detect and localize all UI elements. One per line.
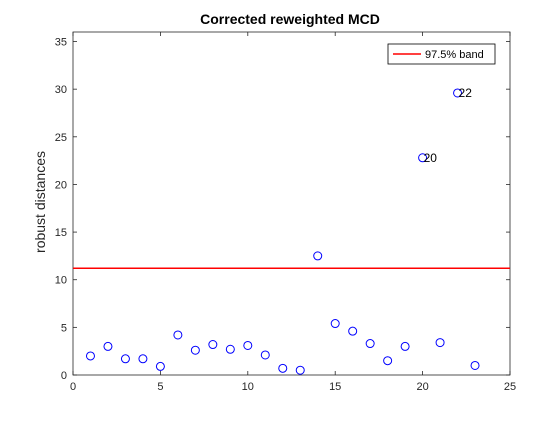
y-axis-title: robust distances	[32, 151, 48, 253]
y-tick-label: 0	[61, 370, 67, 382]
plot-area: 0 5 10 15 20 25 0 5 10 15 20 25 30 35 20 22	[55, 31, 516, 393]
data-point	[243, 340, 253, 350]
data-point	[295, 365, 305, 375]
data-point	[330, 319, 340, 329]
y-tick-label: 35	[55, 37, 67, 49]
y-tick-label: 30	[55, 84, 67, 96]
y-tick-label: 15	[55, 227, 67, 239]
point-annotation: 22	[459, 86, 473, 100]
data-point	[208, 340, 218, 350]
x-tick-label: 15	[329, 381, 341, 393]
point-annotation: 20	[424, 151, 438, 165]
data-point	[313, 251, 323, 261]
chart-title: Corrected reweighted MCD	[200, 11, 380, 27]
data-point	[85, 351, 95, 361]
data-point	[435, 338, 445, 348]
y-axis-title-group: robust distances	[32, 151, 48, 253]
data-point	[383, 356, 393, 366]
data-point	[470, 360, 480, 370]
y-tick-label: 5	[61, 322, 67, 334]
data-point	[418, 153, 428, 163]
data-point	[155, 361, 165, 371]
data-point	[348, 326, 358, 336]
legend: 97.5% band	[387, 43, 496, 65]
x-tick-label: 10	[242, 381, 254, 393]
x-tick-label: 25	[504, 381, 516, 393]
axes-box	[72, 31, 511, 376]
data-point	[225, 344, 235, 354]
data-point	[103, 341, 113, 351]
data-point	[278, 363, 288, 373]
data-point	[365, 339, 375, 349]
x-tick-label: 20	[416, 381, 428, 393]
x-tick-label: 0	[70, 381, 76, 393]
data-point	[190, 345, 200, 355]
y-tick-label: 20	[55, 179, 67, 191]
data-point	[400, 341, 410, 351]
data-point	[453, 88, 463, 98]
y-tick-label: 10	[55, 275, 67, 287]
data-point	[138, 354, 148, 364]
legend-box	[387, 43, 496, 65]
data-point	[173, 330, 183, 340]
data-point	[120, 354, 130, 364]
data-point	[260, 350, 270, 360]
x-tick-label: 5	[157, 381, 163, 393]
y-tick-label: 25	[55, 132, 67, 144]
legend-label: 97.5% band	[425, 49, 484, 61]
